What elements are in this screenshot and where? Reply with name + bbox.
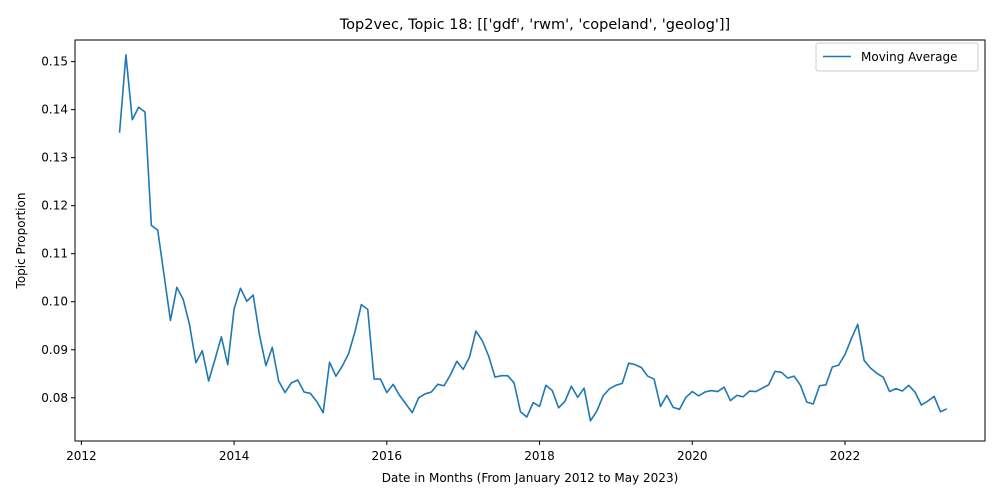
y-tick-label-0.12: 0.12 (41, 199, 68, 213)
y-axis: 0.08 0.09 0.10 0.11 0.12 0.13 0.14 0.15 (41, 55, 75, 405)
legend: Moving Average (815, 42, 979, 72)
plot-area (118, 54, 948, 422)
x-tick-label-2022: 2022 (830, 449, 861, 463)
moving-average-line (118, 54, 948, 422)
x-axis: 2012 2014 2016 2018 2020 2022 (66, 441, 860, 463)
x-tick-label-2012: 2012 (66, 449, 97, 463)
chart-title: Top2vec, Topic 18: [['gdf', 'rwm', 'cope… (339, 17, 730, 33)
y-tick-label-0.08: 0.08 (41, 391, 68, 405)
y-tick-label-0.10: 0.10 (41, 295, 68, 309)
x-tick-label-2014: 2014 (219, 449, 250, 463)
y-axis-label: Topic Proportion (14, 193, 28, 290)
legend-label-moving-average: Moving Average (861, 50, 957, 64)
x-tick-label-2016: 2016 (372, 449, 403, 463)
x-tick-label-2020: 2020 (677, 449, 708, 463)
plot-frame (74, 39, 986, 442)
x-axis-label: Date in Months (From January 2012 to May… (382, 471, 679, 485)
y-tick-label-0.15: 0.15 (41, 55, 68, 69)
y-tick-label-0.13: 0.13 (41, 151, 68, 165)
y-tick-label-0.09: 0.09 (41, 343, 68, 357)
y-tick-label-0.14: 0.14 (41, 103, 68, 117)
x-tick-label-2018: 2018 (524, 449, 555, 463)
y-tick-label-0.11: 0.11 (41, 247, 68, 261)
legend-box (815, 42, 979, 72)
